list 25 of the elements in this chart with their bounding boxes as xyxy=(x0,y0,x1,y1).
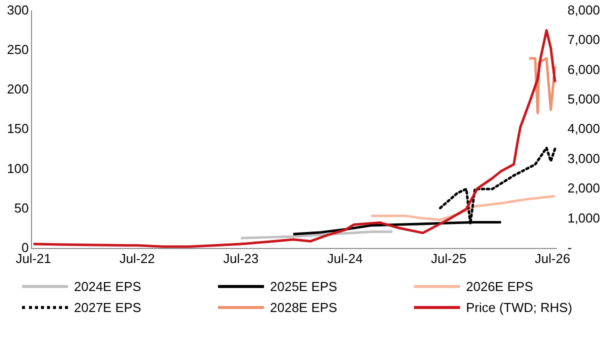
legend-label: 2026E EPS xyxy=(466,279,534,294)
y-tick-label: 200 xyxy=(6,82,29,97)
y2-tick-label: 2,000 xyxy=(567,180,600,196)
x-tick-label: Jul-25 xyxy=(431,250,466,266)
y-tick-label: 250 xyxy=(6,42,29,57)
y2-tick-label: 7,000 xyxy=(567,32,600,48)
legend-label: 2027E EPS xyxy=(74,300,142,315)
y-tick-label: 100 xyxy=(6,160,29,176)
legend-label: Price (TWD; RHS) xyxy=(466,300,572,315)
legend-label: 2024E EPS xyxy=(74,279,142,294)
y2-tick-label: 1,000 xyxy=(567,210,600,226)
x-tick-label: Jul-22 xyxy=(119,250,155,266)
y2-tick-label: 5,000 xyxy=(567,91,600,106)
y2-tick-label: 8,000 xyxy=(567,2,600,18)
y-tick-label: 0 xyxy=(21,240,29,255)
legend-label: 2028E EPS xyxy=(270,300,338,315)
legend-label: 2025E EPS xyxy=(270,279,338,294)
y2-tick-label: 6,000 xyxy=(567,62,600,77)
x-tick-label: Jul-23 xyxy=(223,250,259,266)
y2-tick-label: 4,000 xyxy=(567,121,600,136)
x-tick-label: Jul-24 xyxy=(327,250,363,266)
y-tick-label: 50 xyxy=(14,200,29,216)
y-tick-label: 300 xyxy=(6,2,29,18)
y2-tick-label: 3,000 xyxy=(567,150,600,166)
y-tick-label: 150 xyxy=(6,121,29,136)
